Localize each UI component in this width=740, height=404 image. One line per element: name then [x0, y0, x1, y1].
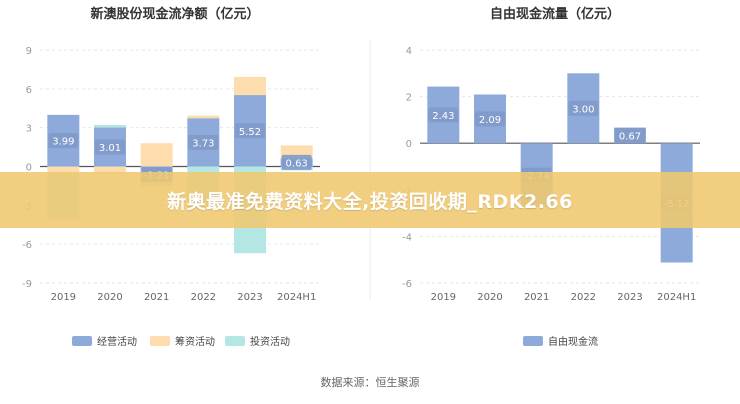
x-tick-label: 2022 — [571, 292, 596, 303]
data-label-box — [281, 154, 312, 170]
bar-financing — [187, 115, 220, 119]
data-label-text: 3.73 — [192, 138, 214, 149]
x-tick-label: 2020 — [97, 292, 122, 303]
data-label: 3.01 — [95, 139, 125, 155]
x-tick-label: 2022 — [191, 292, 216, 303]
y-tick-label: 2 — [406, 93, 412, 104]
legend-item-fcf: 自由现金流 — [523, 335, 598, 348]
data-label-box — [235, 123, 265, 139]
y-tick-label: 3 — [26, 124, 32, 135]
legend-label: 自由现金流 — [548, 335, 598, 348]
data-label-box — [615, 127, 645, 143]
data-label: 3.99 — [48, 133, 79, 149]
banner-text: 新奥最准免费资料大全,投资回收期_RDK2.66 — [167, 190, 573, 213]
x-tick-label: 2024H1 — [277, 292, 316, 303]
data-label-box — [95, 139, 125, 155]
data-label: 5.52 — [235, 123, 265, 139]
data-label-box — [48, 133, 79, 149]
data-label-text: 0.67 — [619, 131, 641, 142]
data-label: 2.09 — [475, 111, 505, 127]
data-label-text: 5.52 — [239, 127, 261, 138]
legend-swatch — [523, 336, 543, 346]
data-label-text: 2.09 — [479, 115, 501, 126]
y-tick-label: 0 — [26, 163, 32, 174]
y-tick-label: 0 — [406, 139, 412, 150]
data-label: 0.67 — [615, 127, 645, 143]
legend-swatch — [150, 336, 170, 346]
legend-label: 经营活动 — [97, 335, 137, 348]
bar-financing — [47, 166, 80, 175]
data-label-text: 3.01 — [99, 143, 121, 154]
data-label: 3.73 — [188, 134, 219, 150]
chart-title: 新澳股份现金流净额（亿元） — [90, 6, 259, 22]
y-tick-label: -6 — [402, 279, 412, 290]
data-label-box — [568, 100, 599, 116]
bar-financing — [234, 76, 266, 96]
y-tick-label: -4 — [402, 232, 412, 243]
bar-investing — [94, 124, 126, 128]
data-label-box — [475, 111, 505, 127]
y-tick-label: 4 — [406, 46, 412, 57]
x-tick-label: 2019 — [431, 292, 456, 303]
watermark-banner: 新奥最准免费资料大全,投资回收期_RDK2.66 — [0, 172, 740, 228]
y-tick-label: -6 — [22, 240, 32, 251]
legend-label: 筹资活动 — [175, 335, 215, 348]
legend-swatch — [225, 336, 245, 346]
data-label-text: 2.43 — [432, 111, 454, 122]
x-tick-label: 2019 — [51, 292, 76, 303]
data-label: 2.43 — [428, 107, 459, 123]
data-source-note: 数据来源：恒生聚源 — [320, 376, 420, 389]
data-label-text: 3.00 — [572, 104, 594, 115]
data-label-text: 3.99 — [52, 137, 74, 148]
y-tick-label: 6 — [26, 85, 32, 96]
x-tick-label: 2020 — [477, 292, 502, 303]
legend-label: 投资活动 — [250, 335, 290, 348]
x-tick-label: 2023 — [237, 292, 262, 303]
x-tick-label: 2023 — [617, 292, 642, 303]
bar-financing — [94, 166, 126, 175]
y-tick-label: -9 — [22, 279, 32, 290]
chart-title: 自由现金流量（亿元） — [490, 6, 620, 22]
y-tick-label: 9 — [26, 46, 32, 57]
data-label-box — [428, 107, 459, 123]
legend-item-operating: 经营活动 — [72, 335, 137, 348]
legend-item-financing: 筹资活动 — [150, 335, 215, 348]
data-label-box — [188, 134, 219, 150]
x-tick-label: 2024H1 — [657, 292, 696, 303]
legend-swatch — [72, 336, 92, 346]
data-label: 3.00 — [568, 100, 599, 116]
data-label: 0.63 — [281, 154, 312, 170]
legend-item-investing: 投资活动 — [225, 335, 290, 348]
x-tick-label: 2021 — [144, 292, 169, 303]
data-label-text: 0.63 — [286, 158, 308, 169]
x-tick-label: 2021 — [524, 292, 549, 303]
bar-financing — [140, 143, 173, 167]
